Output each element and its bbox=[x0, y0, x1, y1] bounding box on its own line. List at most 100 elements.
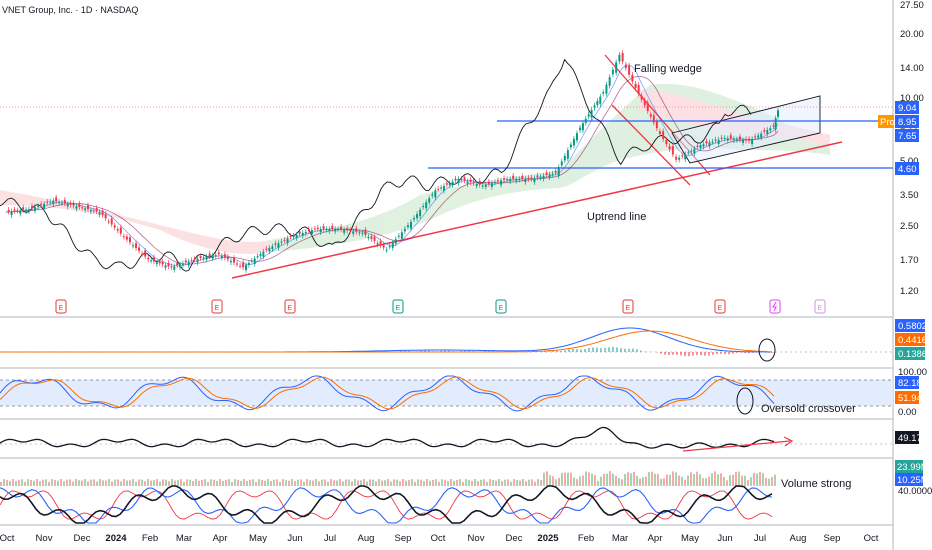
candle-body bbox=[313, 228, 316, 230]
volume-bar bbox=[525, 481, 527, 486]
candle-body bbox=[373, 237, 376, 242]
candle-body bbox=[226, 256, 229, 260]
macd-hist-bar bbox=[684, 352, 686, 357]
volume-bar bbox=[363, 479, 365, 486]
volume-bar bbox=[249, 479, 251, 486]
candle-body bbox=[304, 231, 307, 234]
volume-bar bbox=[579, 476, 581, 486]
volume-bar bbox=[240, 480, 242, 486]
macd-hist-bar bbox=[696, 352, 698, 355]
volume-bar bbox=[543, 472, 545, 486]
base-line bbox=[5, 75, 779, 265]
volume-bar bbox=[534, 481, 536, 486]
candle-body bbox=[385, 249, 388, 251]
candle-body bbox=[208, 253, 211, 257]
candle-body bbox=[256, 256, 259, 258]
candle-body bbox=[27, 209, 30, 211]
macd-hist-bar bbox=[604, 347, 606, 352]
volume-bar bbox=[330, 479, 332, 486]
candle-body bbox=[572, 138, 575, 146]
volume-bar bbox=[474, 479, 476, 486]
candle-body bbox=[618, 54, 621, 62]
candle-body bbox=[242, 262, 245, 268]
candle-body bbox=[164, 265, 167, 268]
volume-bar bbox=[348, 479, 350, 486]
candle-body bbox=[37, 205, 40, 207]
volume-bar bbox=[54, 480, 56, 486]
volume-bar bbox=[747, 480, 749, 486]
volume-bar bbox=[714, 471, 716, 486]
macd-hist-bar bbox=[664, 352, 666, 355]
candle-body bbox=[334, 229, 337, 232]
volume-bar bbox=[546, 471, 548, 486]
volume-panel bbox=[0, 471, 776, 524]
candle-body bbox=[557, 167, 560, 176]
macd-hist-bar bbox=[708, 352, 710, 356]
volume-bar bbox=[291, 479, 293, 486]
candle-body bbox=[190, 260, 193, 262]
volume-bar bbox=[537, 479, 539, 486]
volume-bar bbox=[489, 479, 491, 486]
volume-bar bbox=[279, 481, 281, 486]
price-tick: 1.70 bbox=[900, 255, 919, 266]
macd-circle bbox=[758, 338, 776, 362]
volume-bar bbox=[669, 474, 671, 486]
time-tick: Oct bbox=[431, 533, 446, 544]
candle-body bbox=[202, 257, 205, 259]
candle-body bbox=[763, 130, 766, 132]
volume-bar bbox=[153, 480, 155, 486]
volume-bar bbox=[84, 479, 86, 486]
candle-body bbox=[545, 172, 548, 176]
volume-bar bbox=[99, 479, 101, 486]
candle-body bbox=[22, 207, 25, 210]
candle-body bbox=[608, 77, 611, 86]
svg-text:E: E bbox=[499, 305, 504, 312]
price-tick: 20.00 bbox=[900, 29, 924, 40]
macd-hist-bar bbox=[592, 347, 594, 352]
candle-body bbox=[346, 228, 349, 231]
macd-hist-bar bbox=[752, 352, 754, 353]
candle-body bbox=[409, 221, 412, 229]
candle-body bbox=[748, 138, 751, 141]
volume-bar bbox=[606, 473, 608, 486]
candle-body bbox=[472, 181, 475, 184]
candle-body bbox=[325, 229, 328, 230]
candle-body bbox=[138, 247, 141, 251]
candle-body bbox=[560, 161, 563, 166]
candle-body bbox=[422, 206, 425, 208]
candle-body bbox=[509, 178, 512, 182]
candle-body bbox=[289, 235, 292, 237]
volume-bar bbox=[456, 479, 458, 486]
macd-hist-bar bbox=[680, 352, 682, 356]
volume-bar bbox=[318, 481, 320, 486]
price-tick: 3.50 bbox=[900, 190, 919, 201]
candle-body bbox=[569, 144, 572, 148]
earnings-event-marker: E bbox=[55, 299, 67, 314]
macd-hist-bar bbox=[660, 352, 662, 354]
candle-body bbox=[220, 255, 223, 258]
candle-body bbox=[678, 157, 681, 160]
volume-bar bbox=[237, 479, 239, 486]
volume-bar bbox=[396, 479, 398, 486]
candle-body bbox=[515, 178, 518, 181]
volume-bar bbox=[636, 475, 638, 486]
volume-bar bbox=[108, 479, 110, 486]
candle-body bbox=[445, 183, 448, 185]
volume-bar bbox=[264, 480, 266, 486]
candle-body bbox=[690, 150, 693, 152]
volume-bar bbox=[111, 481, 113, 486]
wedge-lower-line bbox=[611, 104, 691, 186]
candle-body bbox=[496, 180, 499, 182]
candle-body bbox=[548, 174, 551, 178]
volume-bar bbox=[435, 479, 437, 486]
candle-body bbox=[364, 229, 367, 235]
volume-bar bbox=[438, 481, 440, 486]
volume-bar bbox=[351, 481, 353, 486]
earnings-event-marker: E bbox=[814, 299, 826, 314]
volume-bar bbox=[96, 481, 98, 486]
candle-body bbox=[437, 188, 440, 190]
candle-body bbox=[13, 209, 16, 212]
volume-bar bbox=[105, 480, 107, 486]
oversold-crossover-label: Oversold crossover bbox=[761, 403, 856, 415]
